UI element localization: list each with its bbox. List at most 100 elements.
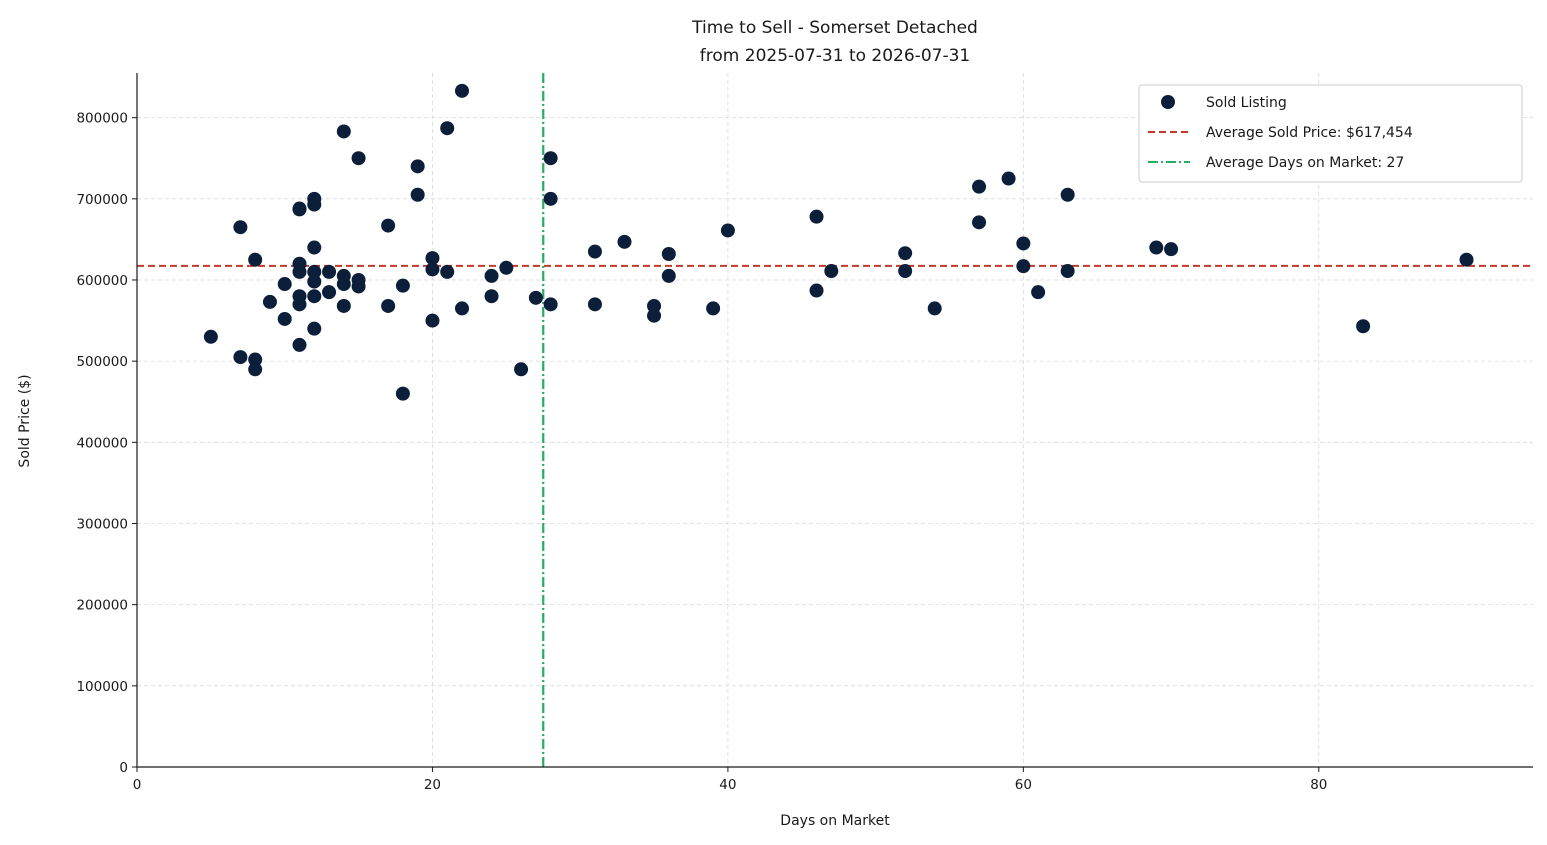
- y-axis-label: Sold Price ($): [17, 374, 33, 467]
- data-point-24: [322, 285, 337, 300]
- data-point-45: [484, 268, 499, 283]
- x-tick-label-4: 80: [1310, 777, 1327, 793]
- data-point-71: [1016, 236, 1031, 251]
- data-point-75: [1060, 264, 1075, 279]
- data-point-67: [927, 301, 942, 316]
- tick-labels: 0 20 40 60 80 0 100000 200000 300000 400000 500000…: [76, 111, 1327, 793]
- data-point-12: [292, 264, 307, 279]
- data-point-3: [248, 252, 263, 267]
- data-point-74: [1060, 187, 1075, 202]
- legend-label-avg-days: Average Days on Market: 27: [1206, 155, 1404, 171]
- y-tick-label-2: 200000: [76, 598, 128, 614]
- data-point-19: [307, 264, 322, 279]
- data-point-61: [720, 223, 735, 238]
- data-point-42: [440, 264, 455, 279]
- data-point-43: [454, 83, 469, 98]
- data-point-57: [647, 308, 662, 323]
- data-point-39: [425, 262, 440, 277]
- data-point-1: [233, 220, 248, 235]
- data-point-36: [410, 159, 425, 174]
- chart-title: Time to Sell - Somerset Detached from 20…: [691, 18, 978, 66]
- data-point-18: [307, 240, 322, 255]
- y-tick-label-4: 400000: [76, 435, 128, 451]
- data-point-59: [661, 268, 676, 283]
- data-point-56: [647, 298, 662, 313]
- y-tick-label-1: 100000: [76, 679, 128, 695]
- chart-subtitle: from 2025-07-31 to 2026-07-31: [700, 46, 970, 66]
- data-points: [203, 83, 1474, 401]
- data-point-4: [248, 352, 263, 367]
- y-tick-label-6: 600000: [76, 273, 128, 289]
- y-tick-label-8: 800000: [76, 111, 128, 127]
- axes: [132, 73, 1533, 772]
- data-point-29: [351, 151, 366, 166]
- y-tick-label-3: 300000: [76, 516, 128, 532]
- data-point-34: [395, 278, 410, 293]
- data-point-64: [824, 264, 839, 279]
- data-point-33: [381, 298, 396, 313]
- data-point-21: [307, 289, 322, 304]
- data-point-70: [1001, 171, 1016, 186]
- data-point-65: [898, 246, 913, 261]
- data-point-47: [499, 260, 514, 275]
- data-point-41: [440, 121, 455, 136]
- data-point-68: [972, 179, 987, 194]
- legend-label-avg-price: Average Sold Price: $617,454: [1206, 125, 1413, 141]
- data-point-40: [425, 313, 440, 328]
- data-point-77: [1164, 242, 1179, 257]
- chart-title-line1: Time to Sell - Somerset Detached: [691, 18, 978, 38]
- data-point-49: [528, 290, 543, 305]
- data-point-51: [543, 191, 558, 206]
- data-point-58: [661, 247, 676, 262]
- grid-lines: [137, 73, 1533, 767]
- data-point-14: [292, 297, 307, 312]
- data-point-35: [395, 386, 410, 401]
- data-point-10: [292, 201, 307, 216]
- data-point-63: [809, 283, 824, 298]
- data-point-17: [307, 197, 322, 212]
- data-point-25: [336, 124, 351, 139]
- legend-label-sold: Sold Listing: [1206, 95, 1287, 111]
- data-point-53: [587, 244, 602, 259]
- data-point-8: [277, 311, 292, 326]
- data-point-55: [617, 234, 632, 249]
- data-point-48: [514, 362, 529, 377]
- data-point-60: [706, 301, 721, 316]
- data-point-46: [484, 289, 499, 304]
- data-point-62: [809, 209, 824, 224]
- data-point-27: [336, 277, 351, 292]
- data-point-22: [307, 321, 322, 336]
- data-point-23: [322, 264, 337, 279]
- data-point-52: [543, 297, 558, 312]
- data-point-37: [410, 187, 425, 202]
- y-tick-label-7: 700000: [76, 192, 128, 208]
- data-point-79: [1459, 252, 1474, 267]
- data-point-44: [454, 301, 469, 316]
- y-tick-label-5: 500000: [76, 354, 128, 370]
- data-point-28: [336, 298, 351, 313]
- x-axis-label: Days on Market: [780, 813, 890, 829]
- data-point-54: [587, 297, 602, 312]
- legend-marker-sold: [1161, 95, 1175, 109]
- data-point-32: [381, 218, 396, 233]
- legend-box: [1138, 84, 1523, 183]
- legend: Sold Listing Average Sold Price: $617,45…: [1138, 84, 1523, 183]
- data-point-78: [1356, 319, 1371, 334]
- data-point-76: [1149, 240, 1164, 255]
- x-tick-label-2: 40: [719, 777, 736, 793]
- data-point-6: [262, 294, 277, 309]
- data-point-5: [248, 362, 263, 377]
- y-tick-label-0: 0: [119, 760, 128, 776]
- data-point-15: [292, 337, 307, 352]
- data-point-72: [1016, 259, 1031, 274]
- data-point-31: [351, 279, 366, 294]
- x-tick-label-3: 60: [1015, 777, 1032, 793]
- data-point-69: [972, 215, 987, 230]
- data-point-2: [233, 350, 248, 365]
- data-point-66: [898, 264, 913, 279]
- data-point-7: [277, 277, 292, 292]
- x-tick-label-0: 0: [133, 777, 142, 793]
- data-point-73: [1031, 285, 1046, 300]
- x-tick-label-1: 20: [424, 777, 441, 793]
